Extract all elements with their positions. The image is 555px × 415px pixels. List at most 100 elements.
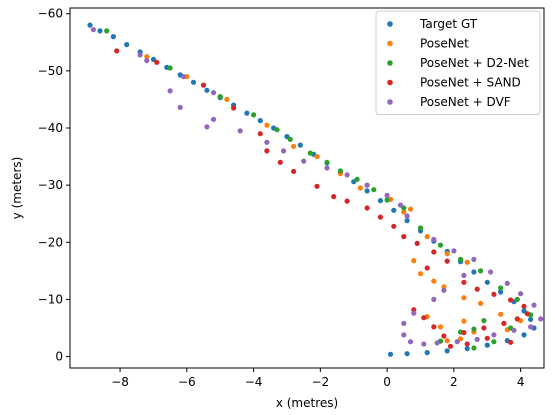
y-tick-label: −40 <box>38 121 63 135</box>
data-point <box>364 182 370 188</box>
data-point <box>481 325 487 331</box>
data-point <box>521 303 527 309</box>
data-point <box>104 28 110 34</box>
data-point <box>251 112 257 118</box>
y-tick-label: 0 <box>55 350 63 364</box>
data-point <box>167 88 173 94</box>
data-point <box>464 346 470 352</box>
data-point <box>484 335 490 341</box>
data-point <box>124 42 130 48</box>
data-point <box>224 96 230 102</box>
data-point <box>404 213 410 219</box>
data-point <box>264 148 270 154</box>
data-point <box>110 34 116 40</box>
data-point <box>518 291 524 297</box>
data-point <box>384 197 390 203</box>
data-point <box>364 205 370 211</box>
data-point <box>204 87 210 93</box>
legend-label: Target GT <box>419 17 478 31</box>
data-point <box>531 302 537 308</box>
data-point <box>471 269 477 275</box>
data-point <box>264 122 270 128</box>
data-point <box>397 202 404 208</box>
legend-marker <box>387 21 393 27</box>
data-point <box>364 188 370 194</box>
legend-box <box>375 10 541 115</box>
data-point <box>401 332 407 338</box>
x-tick-label: −2 <box>312 375 330 389</box>
data-point <box>484 342 490 348</box>
axes-layer: −8 −6 −4 −2 0 2 40−10−20−30−40−50−60 <box>38 7 545 389</box>
data-point <box>354 176 360 182</box>
data-point <box>274 127 280 133</box>
legend-label: PoseNet + SAND <box>420 76 521 90</box>
data-point <box>411 310 417 316</box>
data-point <box>387 351 394 357</box>
y-tick-label: −20 <box>38 235 63 249</box>
data-point <box>457 256 464 262</box>
data-point <box>451 248 457 254</box>
data-point <box>461 279 467 285</box>
x-tick-label: −6 <box>178 375 196 389</box>
data-point <box>291 168 297 174</box>
data-point <box>324 159 330 165</box>
data-point <box>404 351 410 357</box>
data-point <box>277 159 283 165</box>
data-point <box>377 214 383 220</box>
data-point <box>528 324 534 330</box>
x-tick-label: 4 <box>517 375 525 389</box>
data-point <box>461 272 467 278</box>
data-point <box>384 192 390 198</box>
data-point <box>210 116 217 122</box>
data-point <box>488 269 494 275</box>
data-point <box>508 339 514 345</box>
data-point <box>478 268 484 274</box>
data-point <box>344 172 350 178</box>
legend-marker <box>387 99 393 105</box>
data-point <box>257 131 263 137</box>
data-point <box>424 234 430 240</box>
data-point <box>511 327 517 333</box>
data-point <box>204 124 210 130</box>
y-tick-label: −30 <box>38 178 63 192</box>
data-point <box>437 324 444 330</box>
data-point <box>504 280 510 286</box>
data-point <box>461 318 467 324</box>
data-point <box>528 316 534 322</box>
data-point <box>314 154 320 160</box>
data-point <box>474 286 480 292</box>
data-point <box>391 223 397 229</box>
data-point <box>190 79 197 85</box>
x-tick-label: −8 <box>111 375 129 389</box>
data-point <box>471 345 477 351</box>
data-point <box>401 234 407 240</box>
plot-layer <box>87 22 544 357</box>
series-5 <box>90 27 544 347</box>
data-point <box>291 143 297 149</box>
data-point <box>417 225 424 231</box>
data-point <box>471 326 477 332</box>
data-point <box>461 295 467 301</box>
data-point <box>461 330 467 336</box>
data-point <box>484 279 490 285</box>
data-point <box>114 48 120 54</box>
data-point <box>144 58 150 64</box>
x-axis-label: x (metres) <box>276 396 338 410</box>
data-point <box>331 194 337 200</box>
data-point <box>414 240 420 246</box>
data-point <box>498 311 504 317</box>
data-point <box>538 316 544 322</box>
data-point <box>444 348 450 354</box>
data-point <box>404 218 410 224</box>
data-point <box>337 168 343 174</box>
series-4 <box>114 48 530 349</box>
data-point <box>447 343 454 349</box>
legend-label: PoseNet + D2-Net <box>420 56 529 70</box>
legend-label: PoseNet <box>420 37 469 51</box>
data-point <box>441 287 447 293</box>
data-point <box>137 52 143 58</box>
data-point <box>377 198 383 204</box>
data-point <box>431 278 437 284</box>
data-point <box>471 256 477 262</box>
